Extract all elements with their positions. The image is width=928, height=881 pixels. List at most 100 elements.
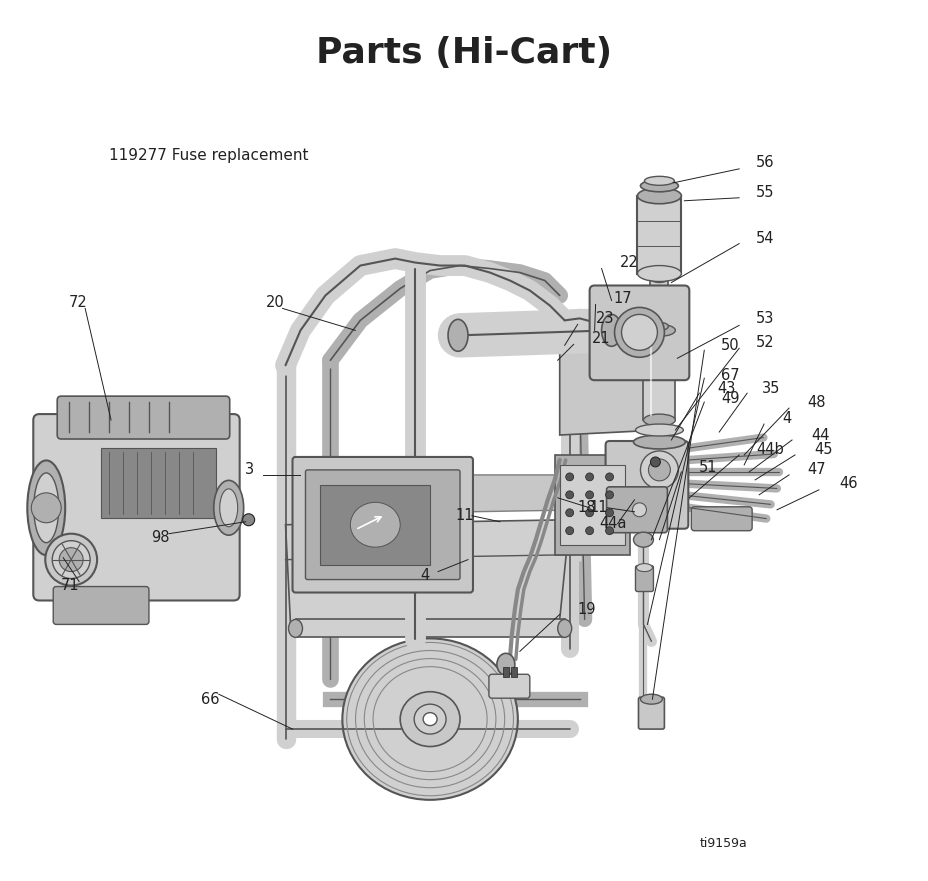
FancyBboxPatch shape	[33, 414, 239, 601]
Text: 43: 43	[716, 381, 735, 396]
Circle shape	[650, 457, 660, 467]
Circle shape	[605, 509, 612, 517]
Ellipse shape	[637, 188, 680, 204]
FancyBboxPatch shape	[305, 470, 459, 580]
FancyBboxPatch shape	[53, 587, 148, 625]
Text: 51: 51	[699, 461, 717, 476]
Ellipse shape	[27, 461, 65, 555]
Ellipse shape	[33, 473, 58, 543]
Circle shape	[565, 491, 574, 499]
Text: 45: 45	[813, 442, 831, 457]
Text: 11: 11	[455, 508, 473, 523]
Text: 56: 56	[755, 155, 774, 170]
Circle shape	[585, 473, 593, 481]
Circle shape	[585, 527, 593, 535]
Polygon shape	[559, 340, 659, 435]
Circle shape	[605, 473, 612, 481]
Bar	[650, 278, 667, 326]
Circle shape	[585, 491, 593, 499]
Circle shape	[632, 503, 646, 517]
Ellipse shape	[644, 176, 674, 185]
Bar	[320, 485, 430, 565]
Ellipse shape	[220, 489, 238, 527]
FancyBboxPatch shape	[632, 463, 676, 522]
Ellipse shape	[639, 451, 677, 489]
Text: 23: 23	[595, 311, 613, 326]
Text: 67: 67	[720, 367, 739, 382]
Ellipse shape	[350, 502, 400, 547]
FancyBboxPatch shape	[606, 487, 666, 533]
Text: Parts (Hi-Cart): Parts (Hi-Cart)	[316, 36, 612, 70]
Text: 11: 11	[589, 500, 608, 515]
Text: 35: 35	[761, 381, 780, 396]
Circle shape	[242, 514, 254, 526]
FancyBboxPatch shape	[638, 697, 664, 729]
FancyBboxPatch shape	[589, 285, 689, 381]
Text: 53: 53	[755, 311, 774, 326]
Bar	[559, 465, 624, 544]
Ellipse shape	[648, 459, 670, 481]
FancyBboxPatch shape	[292, 457, 472, 593]
Text: 17: 17	[612, 291, 631, 306]
Ellipse shape	[633, 532, 652, 547]
Bar	[502, 667, 509, 677]
Text: 98: 98	[150, 530, 169, 545]
Text: ti9159a: ti9159a	[699, 837, 746, 850]
Ellipse shape	[636, 564, 651, 572]
Circle shape	[565, 509, 574, 517]
Ellipse shape	[213, 480, 243, 535]
Ellipse shape	[52, 541, 90, 579]
Circle shape	[565, 473, 574, 481]
Text: 47: 47	[806, 463, 825, 478]
Ellipse shape	[496, 654, 514, 675]
Ellipse shape	[650, 322, 667, 330]
Text: 71: 71	[61, 578, 80, 593]
Circle shape	[585, 509, 593, 517]
Ellipse shape	[643, 414, 675, 426]
Bar	[510, 667, 516, 677]
Text: 44b: 44b	[755, 442, 783, 457]
Bar	[554, 455, 629, 555]
Circle shape	[32, 492, 61, 522]
Circle shape	[565, 527, 574, 535]
Text: 19: 19	[577, 602, 596, 617]
Text: 46: 46	[838, 477, 857, 492]
Ellipse shape	[447, 320, 468, 352]
Ellipse shape	[289, 619, 303, 637]
Text: 72: 72	[69, 295, 88, 310]
Circle shape	[59, 548, 83, 572]
Text: 66: 66	[200, 692, 219, 707]
Text: 54: 54	[755, 231, 774, 246]
Text: 49: 49	[720, 390, 739, 405]
Text: 55: 55	[755, 185, 774, 200]
Polygon shape	[285, 520, 569, 625]
Ellipse shape	[614, 307, 664, 358]
Text: 44a: 44a	[599, 516, 626, 531]
Polygon shape	[295, 475, 589, 515]
Ellipse shape	[633, 435, 685, 449]
Ellipse shape	[601, 315, 621, 346]
Ellipse shape	[45, 534, 97, 586]
Bar	[643, 330, 675, 420]
Bar	[637, 196, 680, 273]
Text: 22: 22	[619, 255, 638, 270]
Ellipse shape	[557, 619, 571, 637]
Circle shape	[621, 315, 657, 351]
Ellipse shape	[635, 424, 683, 436]
Ellipse shape	[342, 639, 517, 800]
Text: 21: 21	[591, 331, 610, 346]
Text: 4: 4	[419, 568, 429, 583]
Circle shape	[605, 527, 612, 535]
Text: 48: 48	[806, 395, 825, 410]
Ellipse shape	[639, 694, 662, 704]
FancyBboxPatch shape	[58, 396, 229, 439]
Ellipse shape	[400, 692, 459, 746]
Ellipse shape	[639, 180, 677, 192]
Text: 4: 4	[781, 411, 791, 426]
Text: 20: 20	[265, 295, 284, 310]
Ellipse shape	[643, 324, 675, 337]
Text: 3: 3	[244, 463, 253, 478]
Circle shape	[605, 491, 612, 499]
Ellipse shape	[650, 275, 667, 283]
FancyBboxPatch shape	[690, 507, 752, 530]
